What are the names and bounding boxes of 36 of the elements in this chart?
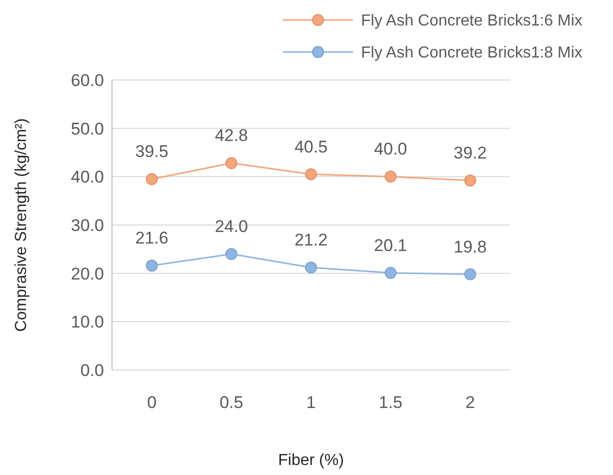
x-tick-label: 1 — [306, 393, 316, 412]
data-label: 42.8 — [214, 126, 248, 146]
point — [384, 170, 397, 183]
y-axis-title: Comprasive Strength (kg/cm²) — [13, 118, 30, 332]
x-axis-title: Fiber (%) — [278, 452, 344, 469]
data-label: 21.2 — [294, 230, 328, 250]
point — [464, 174, 476, 187]
data-label: 20.1 — [374, 236, 408, 255]
data-label: 39.5 — [135, 142, 168, 162]
data-label: 39.2 — [454, 144, 487, 163]
x-tick-label: 1.5 — [378, 393, 402, 412]
x-tick-label: 0 — [147, 393, 157, 412]
point — [225, 248, 238, 260]
y-tick-label: 20.0 — [70, 264, 104, 284]
data-label: 40.5 — [294, 137, 328, 156]
point — [464, 268, 476, 280]
legend-label: Fly Ash Concrete Bricks1:6 Mix — [361, 12, 582, 30]
point — [146, 260, 158, 272]
x-tick-label: 0.5 — [220, 393, 244, 412]
y-tick-label: 10.0 — [70, 312, 104, 332]
point — [384, 266, 397, 279]
data-label: 19.8 — [454, 237, 487, 256]
point — [305, 168, 317, 180]
data-label: 24.0 — [214, 217, 248, 236]
legend-label: Fly Ash Concrete Bricks1:8 Mix — [361, 44, 582, 62]
y-tick-label: 50.0 — [70, 119, 104, 138]
y-tick-label: 0.0 — [80, 360, 104, 380]
point — [146, 173, 158, 186]
x-tick-label: 2 — [465, 393, 475, 412]
data-label: 40.0 — [374, 140, 408, 159]
y-tick-label: 30.0 — [70, 216, 104, 235]
y-tick-label: 60.0 — [70, 70, 104, 90]
y-tick-label: 40.0 — [70, 168, 104, 187]
point — [305, 262, 317, 274]
point — [225, 157, 238, 170]
data-label: 21.6 — [135, 228, 168, 248]
